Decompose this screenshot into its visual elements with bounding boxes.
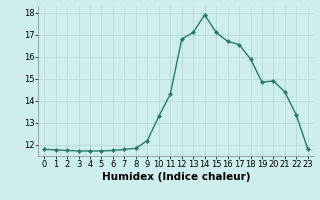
X-axis label: Humidex (Indice chaleur): Humidex (Indice chaleur) [102, 172, 250, 182]
